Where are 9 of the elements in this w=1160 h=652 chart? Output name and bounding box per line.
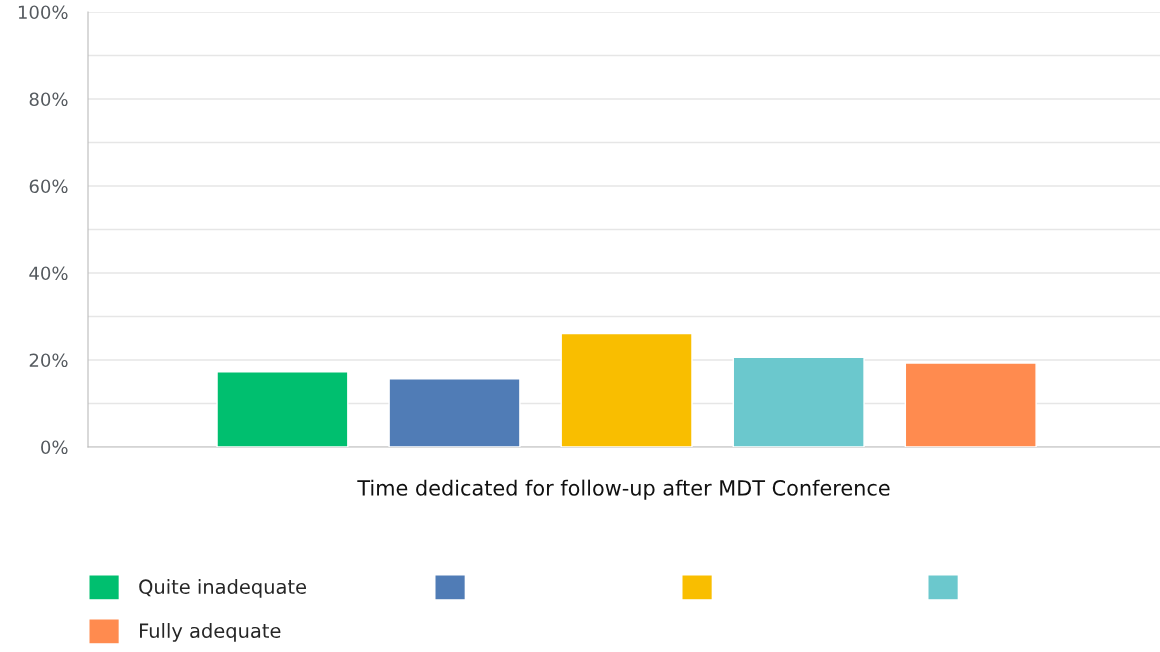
legend-label: Fully adequate: [140, 623, 281, 642]
y-tick-label: 100%: [18, 5, 68, 20]
y-tick-label: 0%: [41, 440, 68, 455]
y-tick-label: 20%: [29, 353, 68, 368]
y-tick-label: 60%: [29, 179, 68, 194]
y-tick-label: 80%: [29, 92, 68, 107]
x-axis-title: Time dedicated for follow-up after MDT Conference: [357, 479, 890, 500]
y-tick-label: 40%: [29, 266, 68, 281]
legend-label: Quite inadequate: [139, 579, 306, 598]
